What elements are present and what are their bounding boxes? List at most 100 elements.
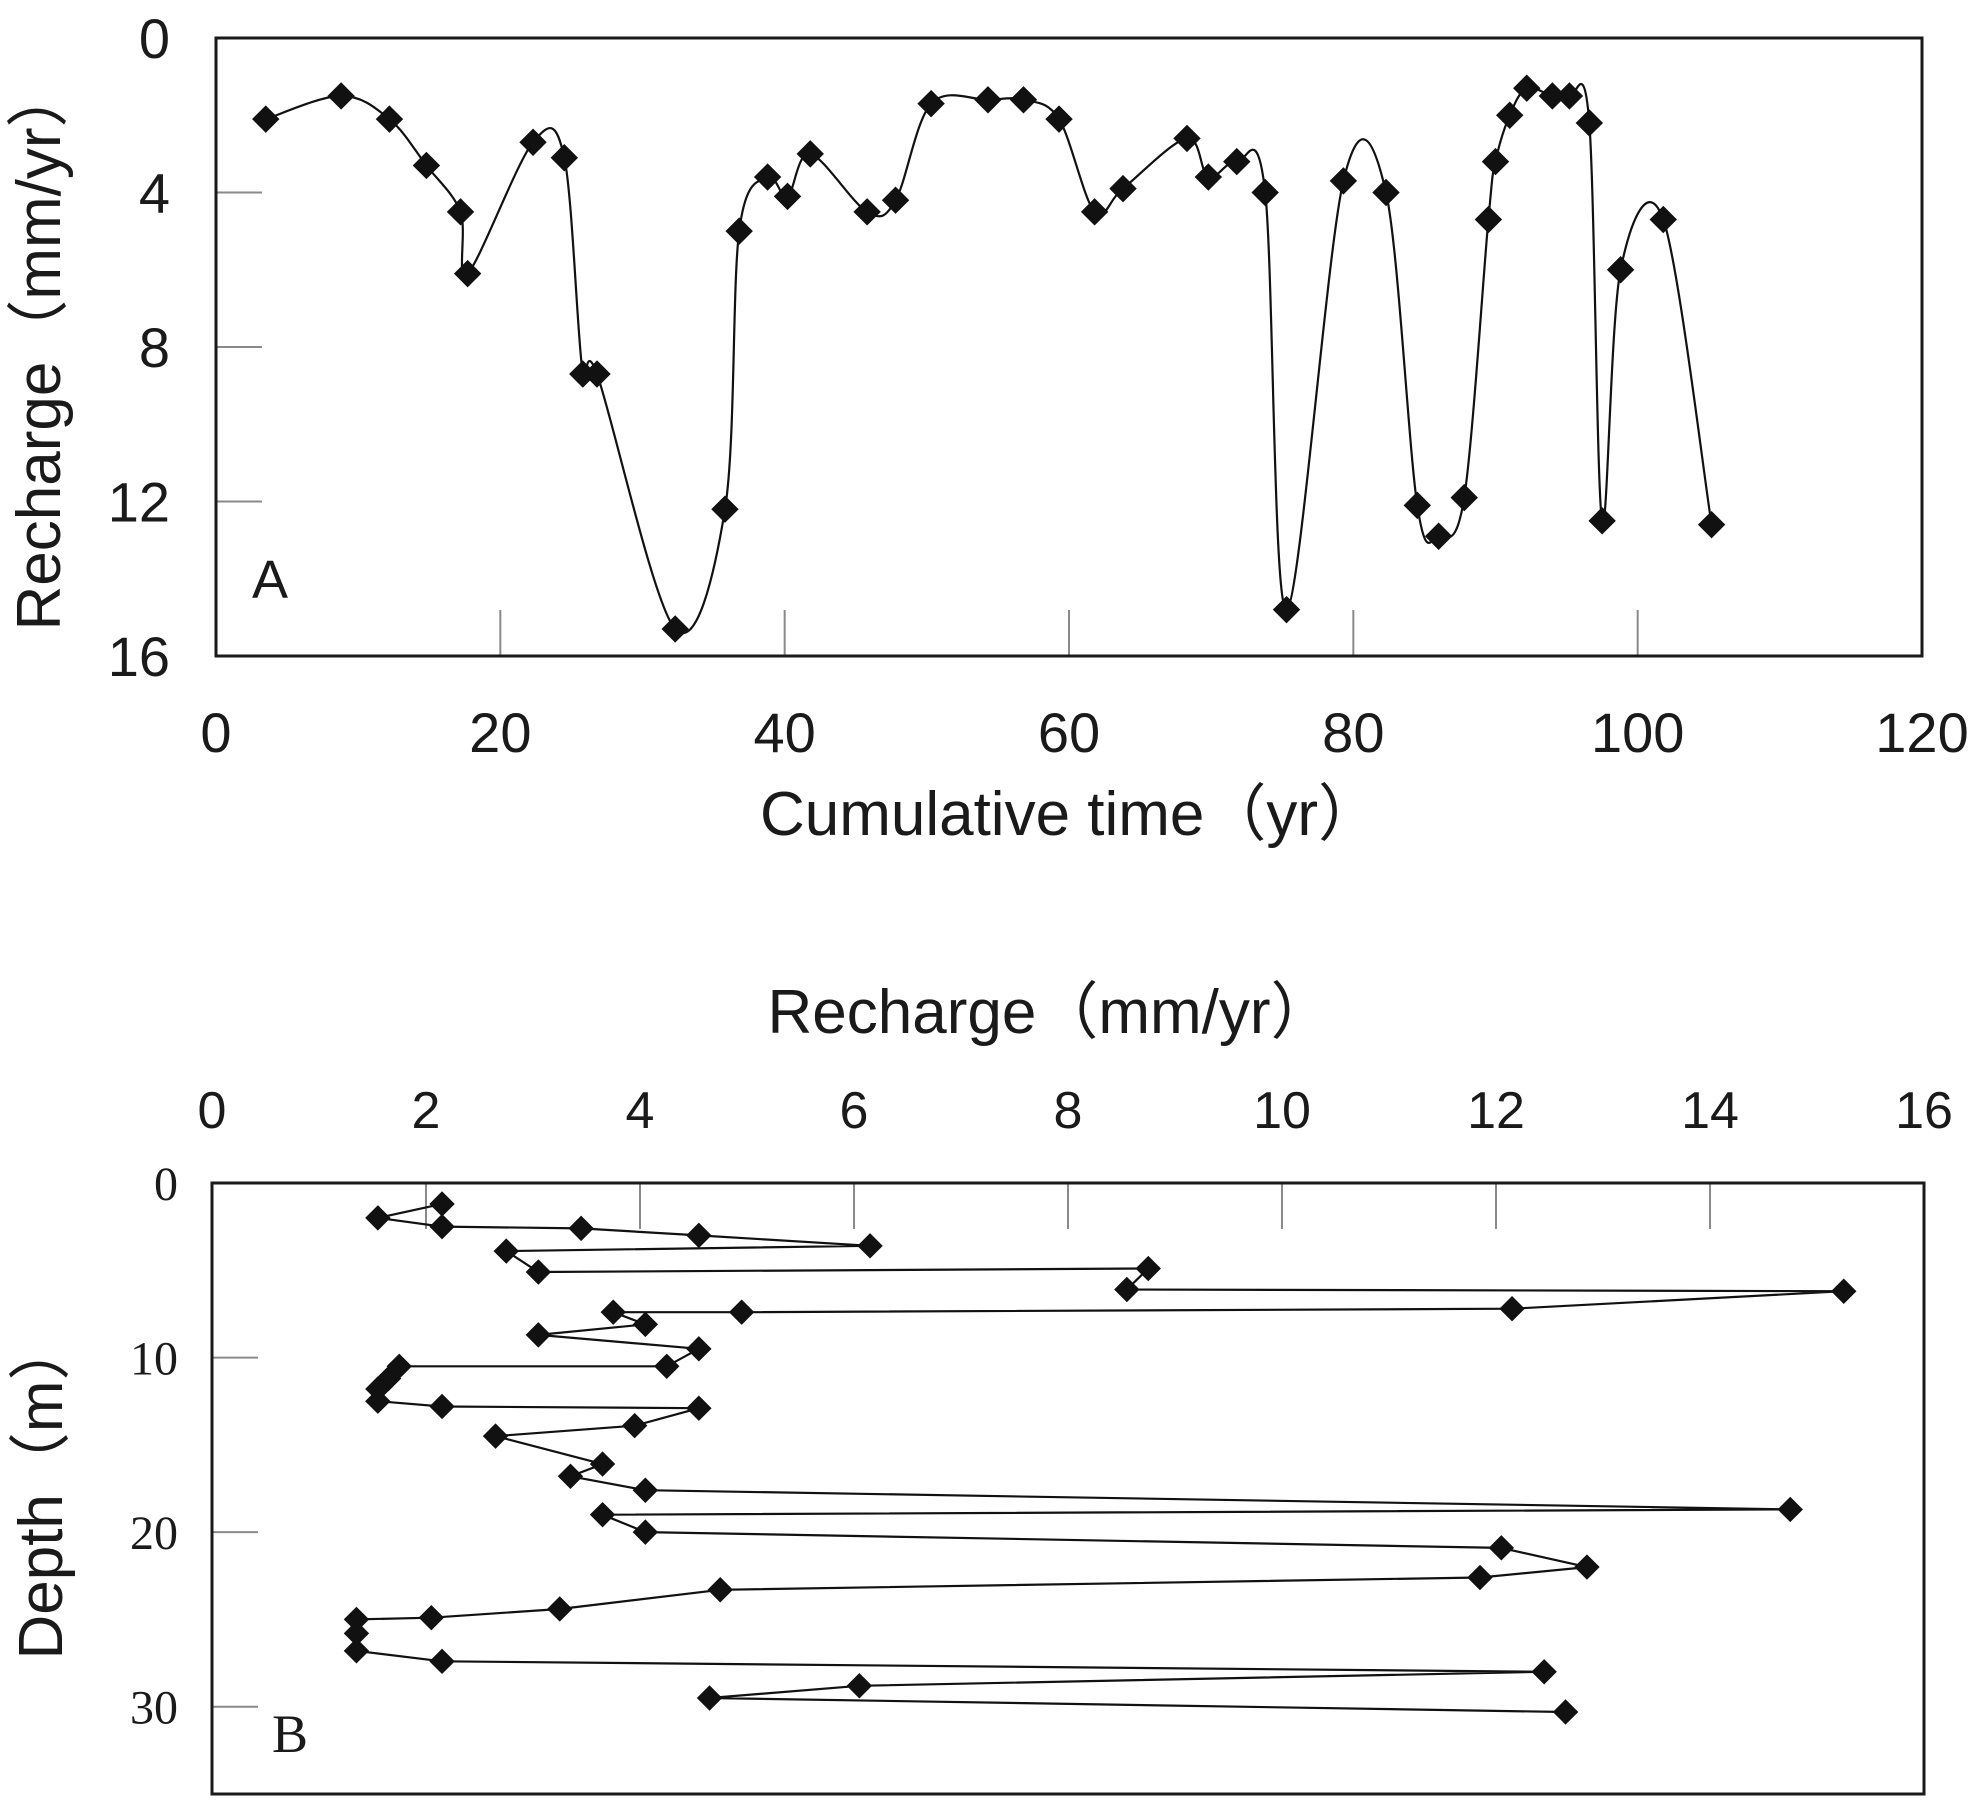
chart-a-data-point bbox=[796, 140, 824, 168]
chart-b-data-point bbox=[568, 1215, 594, 1242]
chart-a-data-point bbox=[1194, 163, 1223, 191]
chart-a-data-point bbox=[1606, 256, 1635, 284]
chart-a-x-tick-label: 100 bbox=[1591, 701, 1684, 764]
chart-a-data-point bbox=[1109, 174, 1137, 203]
chart-a-data-point bbox=[1481, 147, 1510, 176]
chart-a-data-point bbox=[711, 495, 739, 523]
chart-a-data-point bbox=[881, 186, 910, 214]
chart-a-data-point bbox=[252, 105, 280, 133]
chart-a-y-tick-label: 0 bbox=[139, 7, 170, 70]
chart-b-data-point bbox=[632, 1477, 659, 1503]
chart-b-data-point bbox=[632, 1519, 659, 1545]
chart-a-y-tick-label: 12 bbox=[108, 471, 170, 534]
chart-a-data-point bbox=[327, 82, 355, 110]
chart-b-data-point bbox=[418, 1604, 445, 1631]
chart-b-plot-frame bbox=[210, 1181, 1926, 1796]
chart-a-y-tick-label: 8 bbox=[139, 316, 170, 379]
chart-b-data-point bbox=[1467, 1564, 1493, 1591]
chart-b-data-point bbox=[547, 1596, 573, 1622]
chart-b-data-point bbox=[857, 1233, 883, 1259]
chart-b-data-point bbox=[557, 1463, 584, 1489]
chart-b-x-tick-labels: 0 2 4 6 8 10 12 14 16 bbox=[198, 1082, 1953, 1140]
chart-b-data-point bbox=[482, 1423, 509, 1449]
chart-b-data-point bbox=[1114, 1276, 1140, 1303]
chart-a-x-tick-label: 40 bbox=[754, 701, 816, 764]
chart-a-y-tick-label: 4 bbox=[139, 162, 170, 225]
chart-b-data-point bbox=[365, 1205, 391, 1231]
chart-a-data-point bbox=[583, 360, 611, 388]
chart-b-x-tick-label: 2 bbox=[412, 1082, 441, 1140]
chart-a-data-point bbox=[1372, 178, 1400, 207]
chart-b-data-point bbox=[621, 1412, 648, 1439]
chart-a-x-tick-label: 20 bbox=[469, 701, 531, 764]
chart-b-x-axis-label: Recharge（mm/yr） bbox=[768, 978, 1333, 1047]
chart-a-data-point bbox=[1251, 178, 1279, 207]
chart-a-x-tick-label: 0 bbox=[200, 701, 231, 764]
chart-a-data-point bbox=[917, 89, 945, 118]
chart-a-markers bbox=[252, 74, 1726, 643]
chart-b-data-point bbox=[654, 1353, 680, 1380]
chart-a-x-tick-label: 60 bbox=[1038, 701, 1100, 764]
chart-a-data-point bbox=[1697, 510, 1726, 539]
chart-a-data-point bbox=[412, 151, 441, 180]
chart-b-data-point bbox=[343, 1638, 370, 1664]
chart-a-data-point bbox=[1450, 483, 1478, 512]
chart-b-x-tick-label: 4 bbox=[626, 1082, 655, 1140]
chart-b-data-point bbox=[429, 1213, 455, 1240]
chart-a-panel-label: A bbox=[252, 550, 288, 610]
chart-b-x-tick-label: 12 bbox=[1467, 1082, 1525, 1140]
chart-b-data-point bbox=[1135, 1255, 1161, 1282]
chart-b-data-point bbox=[1777, 1496, 1803, 1523]
chart-a-data-point bbox=[519, 128, 547, 156]
chart-b-y-axis-label: Depth（m） bbox=[7, 1318, 76, 1659]
chart-b-data-point bbox=[686, 1222, 712, 1249]
chart-a-y-tick-labels: 0 4 8 12 16 bbox=[108, 7, 170, 688]
chart-a-data-point bbox=[753, 163, 782, 191]
chart-a-data-point bbox=[1009, 86, 1038, 114]
chart-b-x-tick-label: 16 bbox=[1895, 1082, 1953, 1140]
chart-b-y-tick-label: 0 bbox=[154, 1158, 178, 1211]
chart-b-data-point bbox=[493, 1238, 519, 1264]
chart-a-plot-frame bbox=[214, 36, 1924, 658]
chart-b-y-tick-label: 20 bbox=[130, 1507, 178, 1560]
chart-b-ticks bbox=[212, 1183, 1711, 1708]
chart-b-data-point bbox=[600, 1299, 626, 1325]
chart-a-ticks bbox=[216, 191, 1639, 656]
chart-b-x-tick-label: 14 bbox=[1681, 1082, 1739, 1140]
chart-b-data-point bbox=[1552, 1699, 1579, 1725]
chart-a-data-point bbox=[446, 198, 475, 226]
chart-b-data-point bbox=[429, 1648, 455, 1675]
chart-a-data-point bbox=[1588, 507, 1616, 535]
chart-b-data-point bbox=[632, 1311, 659, 1338]
chart-b-data-point bbox=[846, 1673, 873, 1699]
chart-b-data-point bbox=[525, 1322, 552, 1348]
chart-b: Recharge（mm/yr） 0 2 4 6 8 10 12 14 16 0 10 20 30 De… bbox=[7, 978, 1953, 1796]
chart-a-data-point bbox=[1474, 205, 1503, 234]
chart-b-x-tick-label: 0 bbox=[198, 1082, 227, 1140]
chart-a-x-tick-label: 80 bbox=[1322, 701, 1384, 764]
chart-a-data-point bbox=[1403, 491, 1432, 520]
chart-a-data-point bbox=[1555, 82, 1584, 110]
chart-a-x-tick-labels: 0 20 40 60 80 100 120 bbox=[200, 701, 1968, 764]
chart-a-data-point bbox=[853, 198, 881, 226]
chart-b-data-point bbox=[728, 1299, 755, 1325]
chart-a-data-point bbox=[725, 217, 753, 245]
chart-b-data-point bbox=[525, 1259, 552, 1285]
chart-a-data-point bbox=[1424, 522, 1453, 550]
chart-a-data-point bbox=[1080, 198, 1109, 226]
chart-a-data-point bbox=[1649, 205, 1677, 234]
chart-a-data-point bbox=[1575, 109, 1604, 137]
chart-a-y-axis-label: Recharge（mm/yr） bbox=[5, 66, 74, 631]
chart-a-data-point bbox=[974, 86, 1002, 114]
chart-b-x-tick-label: 8 bbox=[1054, 1082, 1083, 1140]
chart-a-data-point bbox=[1045, 105, 1073, 133]
chart-b-data-point bbox=[365, 1388, 391, 1414]
chart-b-data-point bbox=[1488, 1535, 1515, 1561]
chart-a-data-point bbox=[550, 144, 579, 172]
chart-a-data-point bbox=[661, 615, 689, 643]
chart-b-data-point bbox=[429, 1393, 455, 1420]
chart-b-data-point bbox=[696, 1685, 723, 1711]
chart-a-data-point bbox=[1329, 167, 1358, 195]
chart-b-x-tick-label: 10 bbox=[1253, 1082, 1311, 1140]
